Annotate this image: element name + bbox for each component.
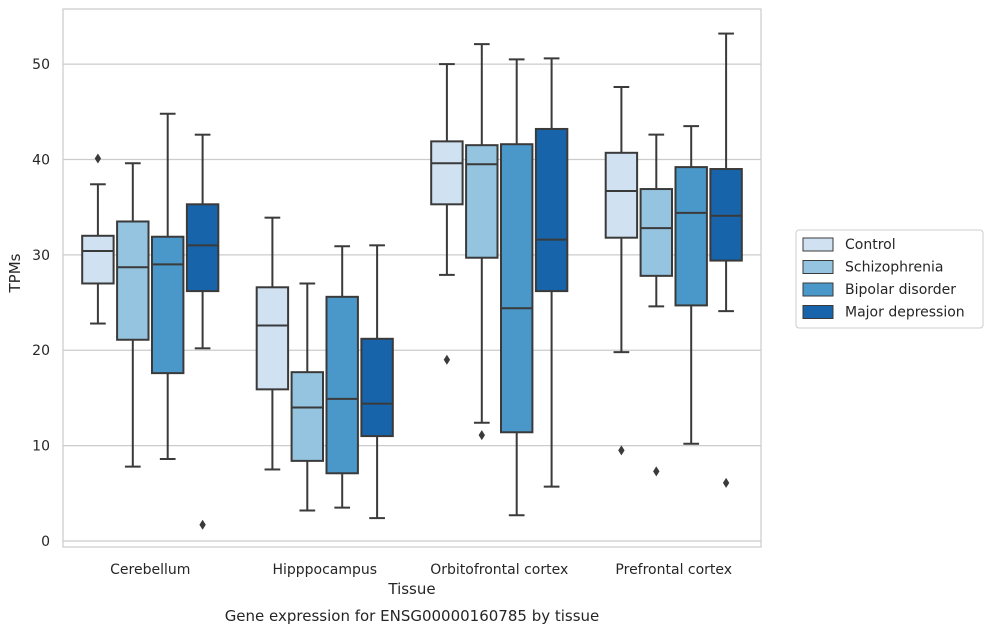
y-tick-label: 0 bbox=[41, 534, 50, 550]
box-rect bbox=[255, 286, 290, 391]
box-series bbox=[81, 32, 743, 530]
box-rect bbox=[499, 143, 534, 434]
box bbox=[150, 112, 185, 460]
legend-label: Major depression bbox=[845, 305, 965, 321]
series-group bbox=[150, 58, 708, 517]
x-tick-label: Prefrontal cortex bbox=[615, 562, 732, 578]
legend-swatch bbox=[802, 305, 834, 319]
box bbox=[604, 85, 639, 456]
legend-swatch bbox=[802, 237, 834, 252]
y-axis-label: TPMs bbox=[6, 253, 24, 293]
box bbox=[360, 244, 394, 520]
box bbox=[534, 57, 569, 488]
box-rect bbox=[116, 220, 150, 341]
series-group bbox=[81, 63, 639, 471]
box-rect bbox=[150, 235, 185, 375]
box-rect bbox=[81, 234, 115, 285]
legend-label: Bipolar disorder bbox=[845, 282, 956, 298]
y-tick-labels: 0 10 20 30 40 50 bbox=[32, 57, 50, 550]
legend-label: Schizophrenia bbox=[845, 260, 943, 276]
box bbox=[185, 133, 220, 530]
series-group bbox=[116, 43, 674, 512]
box-rect bbox=[604, 151, 639, 239]
box-rect bbox=[639, 188, 674, 277]
legend-swatch bbox=[802, 282, 834, 297]
box bbox=[116, 162, 150, 468]
outlier-point bbox=[722, 477, 730, 488]
box-rect bbox=[430, 140, 464, 206]
outlier-point bbox=[478, 430, 485, 441]
box-rect bbox=[674, 166, 708, 307]
legend-swatch bbox=[802, 260, 834, 274]
legend: Control Schizophrenia Bipolar disorder Majo… bbox=[795, 229, 984, 329]
x-axis-label: Tissue bbox=[387, 580, 435, 598]
outlier-point bbox=[443, 354, 451, 365]
box-rect bbox=[534, 127, 569, 293]
outlier-point bbox=[199, 519, 206, 530]
outlier-point bbox=[653, 466, 660, 477]
box bbox=[674, 125, 708, 445]
plot-frame bbox=[62, 8, 762, 548]
x-tick-label: Orbitofrontal cortex bbox=[430, 562, 568, 578]
series-group bbox=[185, 32, 743, 530]
outlier-point bbox=[618, 445, 625, 456]
box bbox=[325, 245, 359, 509]
box bbox=[499, 58, 534, 517]
box-rect bbox=[465, 144, 499, 259]
chart-caption: Gene expression for ENSG00000160785 by t… bbox=[225, 607, 600, 625]
x-tick-labels: Cerebellum Hipppocampus Orbitofrontal cort… bbox=[110, 562, 732, 578]
box bbox=[255, 216, 290, 471]
box bbox=[290, 282, 325, 512]
y-tick-label: 50 bbox=[32, 57, 50, 73]
y-tick-label: 40 bbox=[32, 152, 50, 168]
box bbox=[430, 63, 464, 365]
box-rect bbox=[360, 337, 394, 438]
box-rect bbox=[185, 203, 220, 293]
y-tick-label: 30 bbox=[32, 248, 50, 264]
legend-label: Control bbox=[845, 237, 896, 253]
box-rect bbox=[290, 371, 325, 462]
y-tick-label: 10 bbox=[32, 439, 50, 455]
box bbox=[639, 133, 674, 477]
y-tick-label: 20 bbox=[32, 343, 50, 359]
x-tick-label: Hipppocampus bbox=[272, 562, 377, 578]
box-rect bbox=[325, 295, 359, 475]
box bbox=[709, 32, 743, 488]
x-tick-label: Cerebellum bbox=[110, 562, 190, 578]
box bbox=[81, 153, 115, 325]
legend-frame bbox=[795, 229, 984, 329]
outlier-point bbox=[94, 153, 102, 164]
box bbox=[465, 43, 499, 441]
